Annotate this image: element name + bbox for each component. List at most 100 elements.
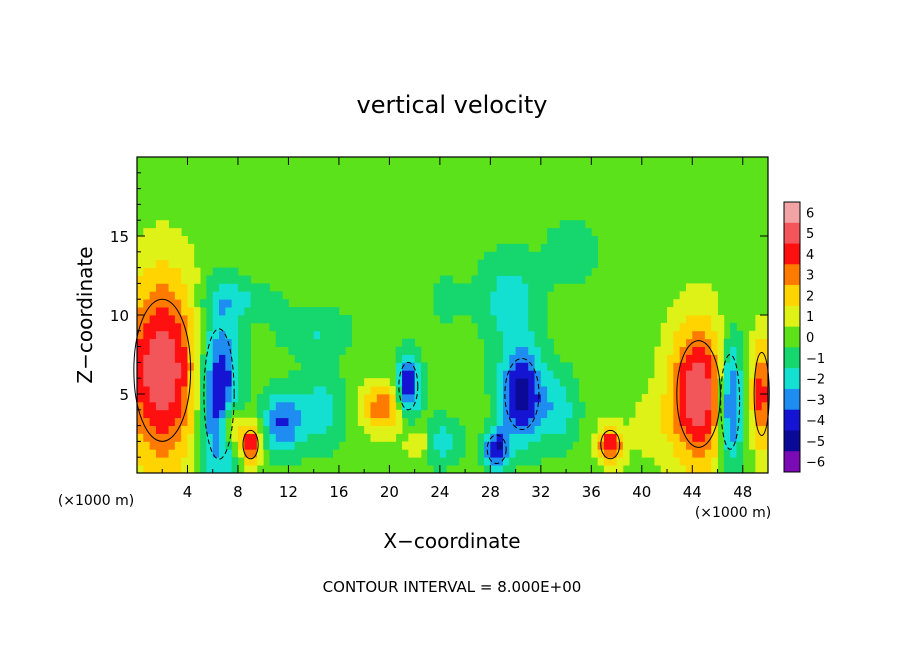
heatmap-cell xyxy=(137,457,144,466)
colorbar-swatch xyxy=(784,264,800,286)
heatmap-cell xyxy=(282,322,289,332)
heatmap-cell xyxy=(660,465,668,474)
heatmap-cell xyxy=(408,433,416,442)
heatmap-cell xyxy=(237,386,245,395)
heatmap-cell xyxy=(509,307,516,316)
heatmap-cell xyxy=(673,346,681,355)
heatmap-cell xyxy=(370,417,378,426)
heatmap-cell xyxy=(711,457,718,466)
heatmap-cell xyxy=(521,259,529,268)
heatmap-cell xyxy=(168,401,176,411)
heatmap-cell xyxy=(528,386,535,395)
heatmap-cell xyxy=(679,465,687,474)
heatmap-cell xyxy=(364,401,371,411)
heatmap-cell xyxy=(692,401,699,411)
heatmap-cell xyxy=(231,401,239,411)
heatmap-cell xyxy=(452,449,460,458)
heatmap-cell xyxy=(212,330,220,340)
heatmap-cell xyxy=(496,283,504,292)
heatmap-cell xyxy=(420,370,428,379)
heatmap-cell xyxy=(496,457,504,466)
heatmap-cell xyxy=(402,370,409,379)
heatmap-cell xyxy=(641,401,649,411)
heatmap-cell xyxy=(484,346,491,355)
heatmap-cell xyxy=(547,236,554,245)
heatmap-cell xyxy=(263,307,270,316)
colorbar-label: −5 xyxy=(806,435,825,450)
heatmap-cell xyxy=(269,449,277,458)
heatmap-cell xyxy=(149,417,157,426)
heatmap-cell xyxy=(187,449,195,458)
heatmap-cell xyxy=(408,417,416,426)
heatmap-cell xyxy=(193,267,201,276)
heatmap-cell xyxy=(667,330,674,340)
heatmap-cell xyxy=(345,322,352,332)
heatmap-cell xyxy=(237,417,245,426)
heatmap-cell xyxy=(553,378,561,387)
heatmap-cell xyxy=(181,386,188,395)
heatmap-cell xyxy=(547,338,554,347)
heatmap-cell xyxy=(477,283,485,292)
heatmap-cell xyxy=(673,330,681,340)
heatmap-cell xyxy=(288,315,296,324)
heatmap-cell xyxy=(174,322,182,332)
heatmap-cell xyxy=(143,378,151,387)
heatmap-cell xyxy=(755,322,763,332)
heatmap-cell xyxy=(654,354,662,363)
heatmap-cell xyxy=(219,441,226,450)
heatmap-cell xyxy=(237,346,245,355)
heatmap-cell xyxy=(219,409,226,419)
heatmap-cell xyxy=(269,409,277,419)
heatmap-cell xyxy=(256,441,264,450)
heatmap-cell xyxy=(723,378,731,387)
heatmap-cell xyxy=(143,409,151,419)
heatmap-cell xyxy=(219,425,226,434)
heatmap-cell xyxy=(578,259,586,268)
heatmap-cell xyxy=(244,417,251,426)
heatmap-cell xyxy=(667,346,674,355)
heatmap-cell xyxy=(490,441,498,450)
heatmap-cell xyxy=(301,425,308,434)
heatmap-cell xyxy=(452,299,460,308)
heatmap-cell xyxy=(654,346,662,355)
heatmap-cell xyxy=(301,449,308,458)
heatmap-cell xyxy=(155,362,163,371)
heatmap-cell xyxy=(509,401,516,411)
heatmap-cell xyxy=(288,433,296,442)
heatmap-cell xyxy=(288,401,296,411)
heatmap-cell xyxy=(326,409,334,419)
heatmap-cell xyxy=(547,362,554,371)
heatmap-cell xyxy=(269,433,277,442)
heatmap-cell xyxy=(528,378,535,387)
heatmap-cell xyxy=(692,330,699,340)
heatmap-cell xyxy=(282,299,289,308)
heatmap-cell xyxy=(225,267,233,276)
heatmap-cell xyxy=(509,267,516,276)
heatmap-cell xyxy=(389,386,397,395)
heatmap-cell xyxy=(338,433,346,442)
heatmap-cell xyxy=(578,275,586,284)
heatmap-cell xyxy=(679,441,687,450)
heatmap-cell xyxy=(515,251,523,261)
heatmap-cell xyxy=(162,465,169,474)
heatmap-cell xyxy=(553,236,561,245)
heatmap-cell xyxy=(553,441,561,450)
heatmap-cell xyxy=(566,433,573,442)
heatmap-cell xyxy=(704,401,712,411)
heatmap-cell xyxy=(585,236,592,245)
heatmap-cell xyxy=(484,315,491,324)
heatmap-cell xyxy=(496,259,504,268)
heatmap-cell xyxy=(667,401,674,411)
heatmap-cell xyxy=(193,346,201,355)
heatmap-cell xyxy=(685,315,693,324)
heatmap-cell xyxy=(477,330,485,340)
heatmap-cell xyxy=(414,401,422,411)
heatmap-cell xyxy=(326,370,334,379)
heatmap-cell xyxy=(452,425,460,434)
heatmap-cell xyxy=(559,362,567,371)
heatmap-cell xyxy=(307,362,315,371)
heatmap-cell xyxy=(181,378,188,387)
heatmap-cell xyxy=(749,378,756,387)
heatmap-cell xyxy=(219,299,226,308)
heatmap-cell xyxy=(490,378,498,387)
